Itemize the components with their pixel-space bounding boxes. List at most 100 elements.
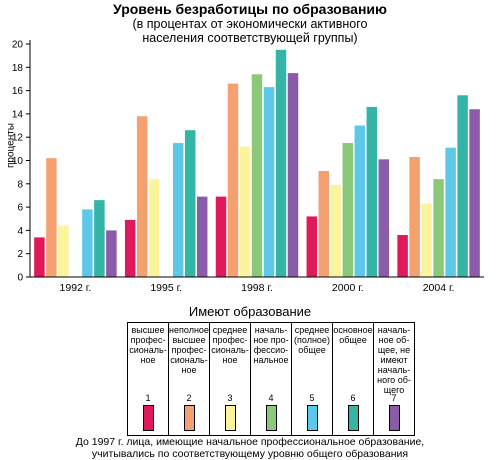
legend-item: среднее (полное) общее 5 bbox=[292, 323, 333, 435]
legend-item: среднее профес-сиональ-ное 3 bbox=[210, 323, 251, 435]
bar bbox=[318, 170, 330, 277]
legend-item-label-line: профес- bbox=[171, 345, 207, 355]
y-tick-label: 8 bbox=[17, 179, 23, 190]
y-tick-label: 16 bbox=[12, 86, 24, 97]
footnote-line-1: До 1997 г. лица, имеющие начальное профе… bbox=[75, 436, 425, 448]
y-tick-label: 12 bbox=[12, 133, 24, 144]
legend-item-label-line: сиональ- bbox=[170, 355, 208, 365]
legend-item-label-line: началь- bbox=[377, 325, 411, 335]
bar bbox=[378, 159, 390, 277]
legend-item-label: среднее профес-сиональ-ное bbox=[210, 325, 250, 365]
legend-item-label-line: щего bbox=[383, 385, 405, 395]
bar bbox=[251, 74, 263, 277]
legend-item-label-line: общее bbox=[298, 345, 326, 355]
bar bbox=[215, 196, 227, 277]
bar bbox=[366, 106, 378, 277]
bar bbox=[275, 49, 287, 278]
bar bbox=[330, 184, 342, 277]
legend-item-label-line: ное bbox=[222, 355, 238, 365]
legend-swatch bbox=[184, 405, 195, 431]
legend-item-number: 7 bbox=[391, 393, 397, 403]
y-tick-label: 2 bbox=[17, 249, 23, 260]
bar-chart: 0 2 4 6 8 10 12 14 16 18 20 1992 г. 1995 г. 1998 г. 20… bbox=[12, 40, 484, 294]
y-tick-label: 18 bbox=[12, 63, 24, 74]
bar bbox=[124, 219, 136, 277]
legend-item-label-line: началь- bbox=[254, 325, 288, 335]
bar bbox=[172, 143, 184, 277]
legend-item-label-line: основное bbox=[333, 325, 373, 335]
bar bbox=[263, 87, 275, 277]
legend-item-label-line: ное про- bbox=[253, 335, 289, 345]
legend-item-label: неполное высшее профес-сиональ-ное bbox=[169, 325, 209, 375]
legend-swatch bbox=[143, 405, 154, 431]
bar bbox=[306, 216, 318, 277]
bar bbox=[58, 225, 69, 277]
legend-item-label-line: среднее bbox=[212, 325, 248, 335]
chart-subtitle-line-1: (в процентах от экономически активного bbox=[132, 17, 368, 31]
bar bbox=[106, 230, 117, 277]
legend-item-label: началь-ное об-щее, не имеют началь-ного об… bbox=[374, 325, 414, 395]
legend-item-label-line: среднее bbox=[294, 325, 330, 335]
legend-item-label-line: общее bbox=[339, 335, 367, 345]
legend-item-number: 4 bbox=[268, 393, 274, 403]
bar bbox=[397, 235, 408, 277]
legend-item: высшее профес-сиональ-ное 1 bbox=[128, 323, 169, 435]
legend-item-label: высшее профес-сиональ-ное bbox=[128, 325, 168, 365]
legend-item-label-line: сиональ- bbox=[129, 345, 167, 355]
bar bbox=[421, 203, 432, 277]
legend-swatch bbox=[225, 405, 236, 431]
legend-item-label-line: имеют bbox=[380, 355, 408, 365]
legend-item-number: 5 bbox=[309, 393, 315, 403]
bar bbox=[46, 158, 57, 277]
x-tick-label: 1992 г. bbox=[60, 282, 92, 294]
legend-item-label-line: высшее bbox=[131, 325, 165, 335]
legend-swatch bbox=[266, 405, 277, 431]
y-tick-label: 10 bbox=[12, 156, 24, 167]
bar bbox=[469, 109, 480, 278]
bar bbox=[445, 147, 456, 277]
bar bbox=[148, 179, 160, 277]
bar bbox=[227, 83, 239, 277]
legend-item-number: 2 bbox=[186, 393, 192, 403]
y-tick-label: 4 bbox=[17, 226, 23, 237]
legend-item-label-line: ного об- bbox=[377, 375, 411, 385]
legend-item-label-line: ное bbox=[181, 365, 197, 375]
footnote: До 1997 г. лица, имеющие начальное профе… bbox=[0, 436, 500, 460]
bar bbox=[287, 73, 299, 277]
x-tick-label: 1995 г. bbox=[150, 282, 182, 294]
bar bbox=[239, 146, 251, 277]
legend-item-number: 1 bbox=[145, 393, 151, 403]
legend-swatch bbox=[389, 405, 400, 431]
chart-header: Уровень безработицы по образованию (в пр… bbox=[0, 1, 500, 46]
legend-item-label-line: профес- bbox=[212, 335, 248, 345]
y-tick-label: 6 bbox=[17, 203, 23, 214]
chart-subtitle-line-2: населения соответствующей группы) bbox=[142, 31, 358, 45]
legend-item-label: началь-ное про-фессио-нальное bbox=[251, 325, 291, 365]
legend-item-label-line: нальное bbox=[253, 355, 289, 365]
bar bbox=[354, 125, 366, 277]
legend-item-label-line: ное bbox=[140, 355, 156, 365]
legend-item-label-line: щее, не bbox=[377, 345, 411, 355]
legend-item-label-line: ное об- bbox=[378, 335, 410, 345]
legend-title: Имеют образование bbox=[188, 304, 312, 319]
legend-item-label-line: фессио- bbox=[253, 345, 289, 355]
legend-item-label: среднее (полное) общее bbox=[292, 325, 332, 355]
chart-title: Уровень безработицы по образованию bbox=[113, 1, 387, 17]
legend-item-number: 3 bbox=[227, 393, 233, 403]
bar bbox=[184, 130, 196, 277]
legend-item: началь-ное об-щее, не имеют началь-ного об… bbox=[374, 323, 414, 435]
legend-item: основное общее 6 bbox=[333, 323, 374, 435]
x-tick-label: 2004 г. bbox=[423, 282, 455, 294]
legend-swatch bbox=[307, 405, 318, 431]
bar bbox=[433, 179, 444, 277]
x-tick-label: 1998 г. bbox=[241, 282, 273, 294]
y-tick-label: 20 bbox=[12, 40, 24, 51]
legend-item-label: основное общее bbox=[333, 325, 373, 345]
legend-item-label-line: высшее bbox=[172, 335, 206, 345]
bar bbox=[94, 200, 105, 277]
bar bbox=[196, 196, 208, 277]
legend-item-label-line: началь- bbox=[377, 365, 411, 375]
bar bbox=[136, 116, 148, 277]
bar bbox=[34, 237, 45, 277]
legend-item: неполное высшее профес-сиональ-ное 2 bbox=[169, 323, 210, 435]
